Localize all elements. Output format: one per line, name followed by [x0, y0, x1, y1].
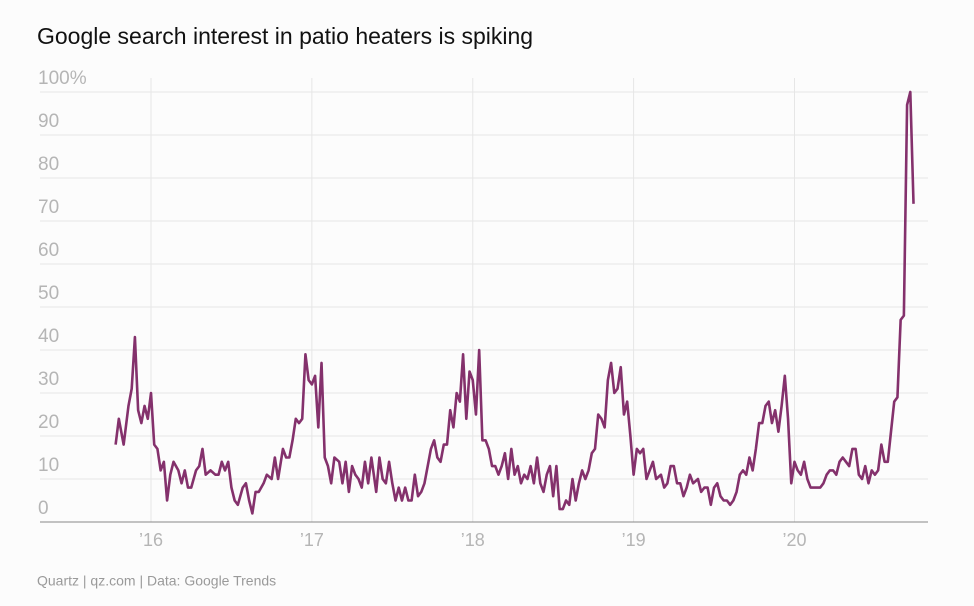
x-tick-label: ’20	[782, 530, 806, 550]
y-tick-label: 100%	[38, 68, 87, 89]
x-tick-label: ’18	[461, 530, 485, 550]
y-tick-label: 40	[38, 326, 59, 347]
data-line	[114, 90, 915, 515]
x-tick-label: ’17	[300, 530, 324, 550]
y-tick-label: 70	[38, 197, 59, 218]
y-tick-label: 10	[38, 455, 59, 476]
x-tick-label: ’19	[622, 530, 646, 550]
x-tick-label: ’16	[139, 530, 163, 550]
y-tick-label: 90	[38, 111, 59, 132]
y-tick-label: 30	[38, 369, 59, 390]
y-tick-label: 50	[38, 283, 59, 304]
y-tick-label: 0	[38, 498, 49, 519]
y-tick-label: 20	[38, 412, 59, 433]
y-tick-label: 80	[38, 154, 59, 175]
source-note: Quartz | qz.com | Data: Google Trends	[37, 573, 276, 589]
y-tick-label: 60	[38, 240, 59, 261]
chart-title: Google search interest in patio heaters …	[37, 23, 533, 49]
